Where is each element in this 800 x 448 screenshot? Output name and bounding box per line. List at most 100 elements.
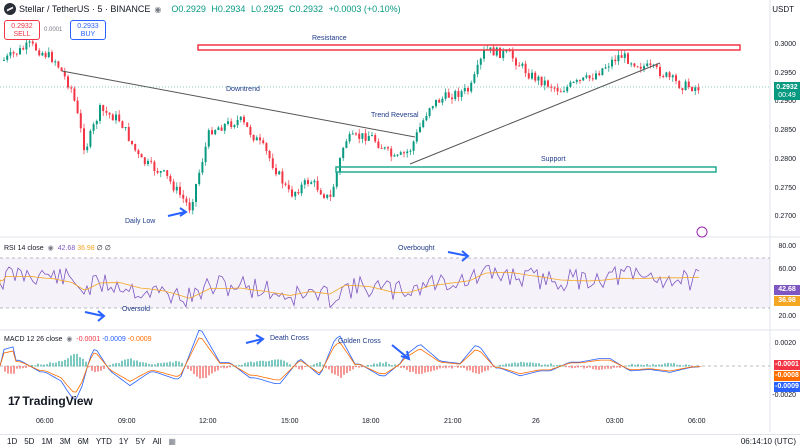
macd-hist-bar bbox=[439, 366, 441, 369]
macd-hist-bar bbox=[679, 364, 681, 367]
death-cross-label: Death Cross bbox=[270, 335, 309, 342]
candle-body bbox=[284, 183, 287, 185]
price-tick-3: 0.2850 bbox=[774, 127, 796, 134]
eye-icon[interactable]: ◉ bbox=[154, 4, 162, 14]
macd-hist-bar bbox=[250, 361, 252, 367]
macd-hist-bar bbox=[628, 365, 630, 367]
tradingview-logo[interactable]: 17 TradingView bbox=[8, 394, 93, 408]
candle-body bbox=[691, 87, 693, 92]
tf-1y[interactable]: 1Y bbox=[118, 437, 129, 446]
candle-body bbox=[9, 52, 12, 56]
macd-hist-bar bbox=[625, 365, 627, 367]
macd-hist-bar bbox=[571, 366, 573, 369]
candle-body bbox=[543, 80, 546, 86]
price-tick-6: 0.2700 bbox=[774, 213, 796, 220]
rsi-tick-80: 80.00 bbox=[778, 243, 796, 250]
candle-body bbox=[585, 75, 588, 78]
candle-body bbox=[441, 98, 444, 103]
rsi-title: RSI 14 close bbox=[4, 245, 44, 252]
macd-hist-bar bbox=[691, 366, 693, 367]
candle-body bbox=[12, 52, 15, 54]
downtrend-label: Downtrend bbox=[226, 86, 260, 93]
candle-body bbox=[358, 133, 361, 139]
macd-line-value: -0.0009 bbox=[102, 336, 126, 343]
macd-hist-bar bbox=[94, 366, 96, 373]
clock[interactable]: 06:14:10 (UTC) bbox=[740, 437, 796, 446]
candle-body bbox=[191, 201, 194, 211]
macd-hist-bar bbox=[154, 364, 156, 367]
candle-body bbox=[527, 73, 530, 79]
candle-body bbox=[227, 121, 229, 124]
macd-hist-bar bbox=[169, 361, 171, 367]
candle-body bbox=[217, 127, 220, 131]
macd-hist-bar bbox=[19, 366, 21, 369]
resistance-zone bbox=[197, 44, 741, 51]
candle-body bbox=[182, 194, 185, 199]
candle-body bbox=[345, 141, 348, 148]
daily-low-label: Daily Low bbox=[125, 218, 156, 225]
candle-body bbox=[598, 73, 601, 76]
rsi-eye-icon[interactable]: ◉ bbox=[47, 245, 54, 252]
macd-hist-bar bbox=[34, 365, 36, 367]
candle-body bbox=[508, 50, 511, 52]
candle-body bbox=[447, 92, 450, 98]
tf-6m[interactable]: 6M bbox=[77, 437, 89, 446]
macd-hist-bar bbox=[322, 364, 324, 367]
calendar-icon[interactable]: ▦ bbox=[168, 437, 176, 446]
macd-hist-bar bbox=[397, 366, 399, 367]
symbol-title[interactable]: Stellar / TetherUS · 5 · BINANCE bbox=[19, 4, 151, 14]
tf-ytd[interactable]: YTD bbox=[95, 437, 112, 446]
candle-body bbox=[451, 97, 453, 100]
macd-hist-bar bbox=[265, 361, 267, 367]
macd-hist-bar bbox=[37, 363, 39, 367]
macd-hist-bar bbox=[172, 362, 174, 367]
macd-eye-icon[interactable]: ◉ bbox=[66, 336, 73, 343]
macd-hist-bar bbox=[505, 363, 507, 367]
tf-all[interactable]: All bbox=[152, 437, 162, 446]
candle-body bbox=[70, 87, 73, 89]
candle-body bbox=[569, 82, 572, 87]
macd-hist-bar bbox=[418, 366, 420, 374]
rsi-legend[interactable]: RSI 14 close ◉ 42.68 36.98 ∅ ∅ bbox=[4, 244, 111, 252]
candle-body bbox=[419, 127, 421, 133]
candle-body bbox=[265, 143, 268, 151]
macd-hist-bar bbox=[139, 361, 141, 367]
sell-button[interactable]: 0.2932 SELL bbox=[4, 20, 40, 40]
candle-body bbox=[540, 76, 543, 86]
price-tick-2: 0.2900 bbox=[774, 98, 796, 105]
candle-body bbox=[489, 47, 492, 50]
tf-5d[interactable]: 5D bbox=[24, 437, 35, 446]
candle-body bbox=[236, 119, 239, 126]
candle-body bbox=[19, 48, 21, 55]
rsi-tick-20: 20.00 bbox=[778, 313, 796, 320]
candle-body bbox=[92, 124, 95, 131]
candle-body bbox=[294, 191, 297, 197]
macd-hist-bar bbox=[73, 354, 75, 367]
candle-body bbox=[60, 67, 63, 72]
tf-1d[interactable]: 1D bbox=[7, 437, 18, 446]
candle-body bbox=[342, 147, 345, 159]
macd-hist-bar bbox=[373, 363, 375, 367]
candle-body bbox=[390, 148, 393, 157]
candle-body bbox=[249, 126, 252, 135]
tf-1m[interactable]: 1M bbox=[41, 437, 53, 446]
candle-body bbox=[268, 150, 271, 159]
macd-title: MACD 12 26 close bbox=[4, 336, 63, 343]
macd-hist-bar bbox=[487, 366, 489, 371]
macd-hist-bar bbox=[607, 366, 609, 369]
macd-hist-bar bbox=[412, 366, 414, 372]
tf-3m[interactable]: 3M bbox=[59, 437, 71, 446]
macd-legend[interactable]: MACD 12 26 close ◉ -0.0001 -0.0009 -0.00… bbox=[4, 335, 152, 343]
candle-body bbox=[262, 140, 265, 144]
macd-hist-bar bbox=[160, 363, 162, 367]
candle-body bbox=[473, 74, 476, 83]
rsi-ma-line bbox=[0, 272, 699, 299]
candle-body bbox=[627, 53, 629, 64]
buy-button[interactable]: 0.2933 BUY bbox=[70, 20, 106, 40]
candle-body bbox=[553, 87, 556, 89]
candle-body bbox=[35, 43, 37, 51]
oversold-arrow bbox=[84, 310, 106, 322]
tf-5y[interactable]: 5Y bbox=[135, 437, 146, 446]
candle-body bbox=[675, 75, 677, 81]
